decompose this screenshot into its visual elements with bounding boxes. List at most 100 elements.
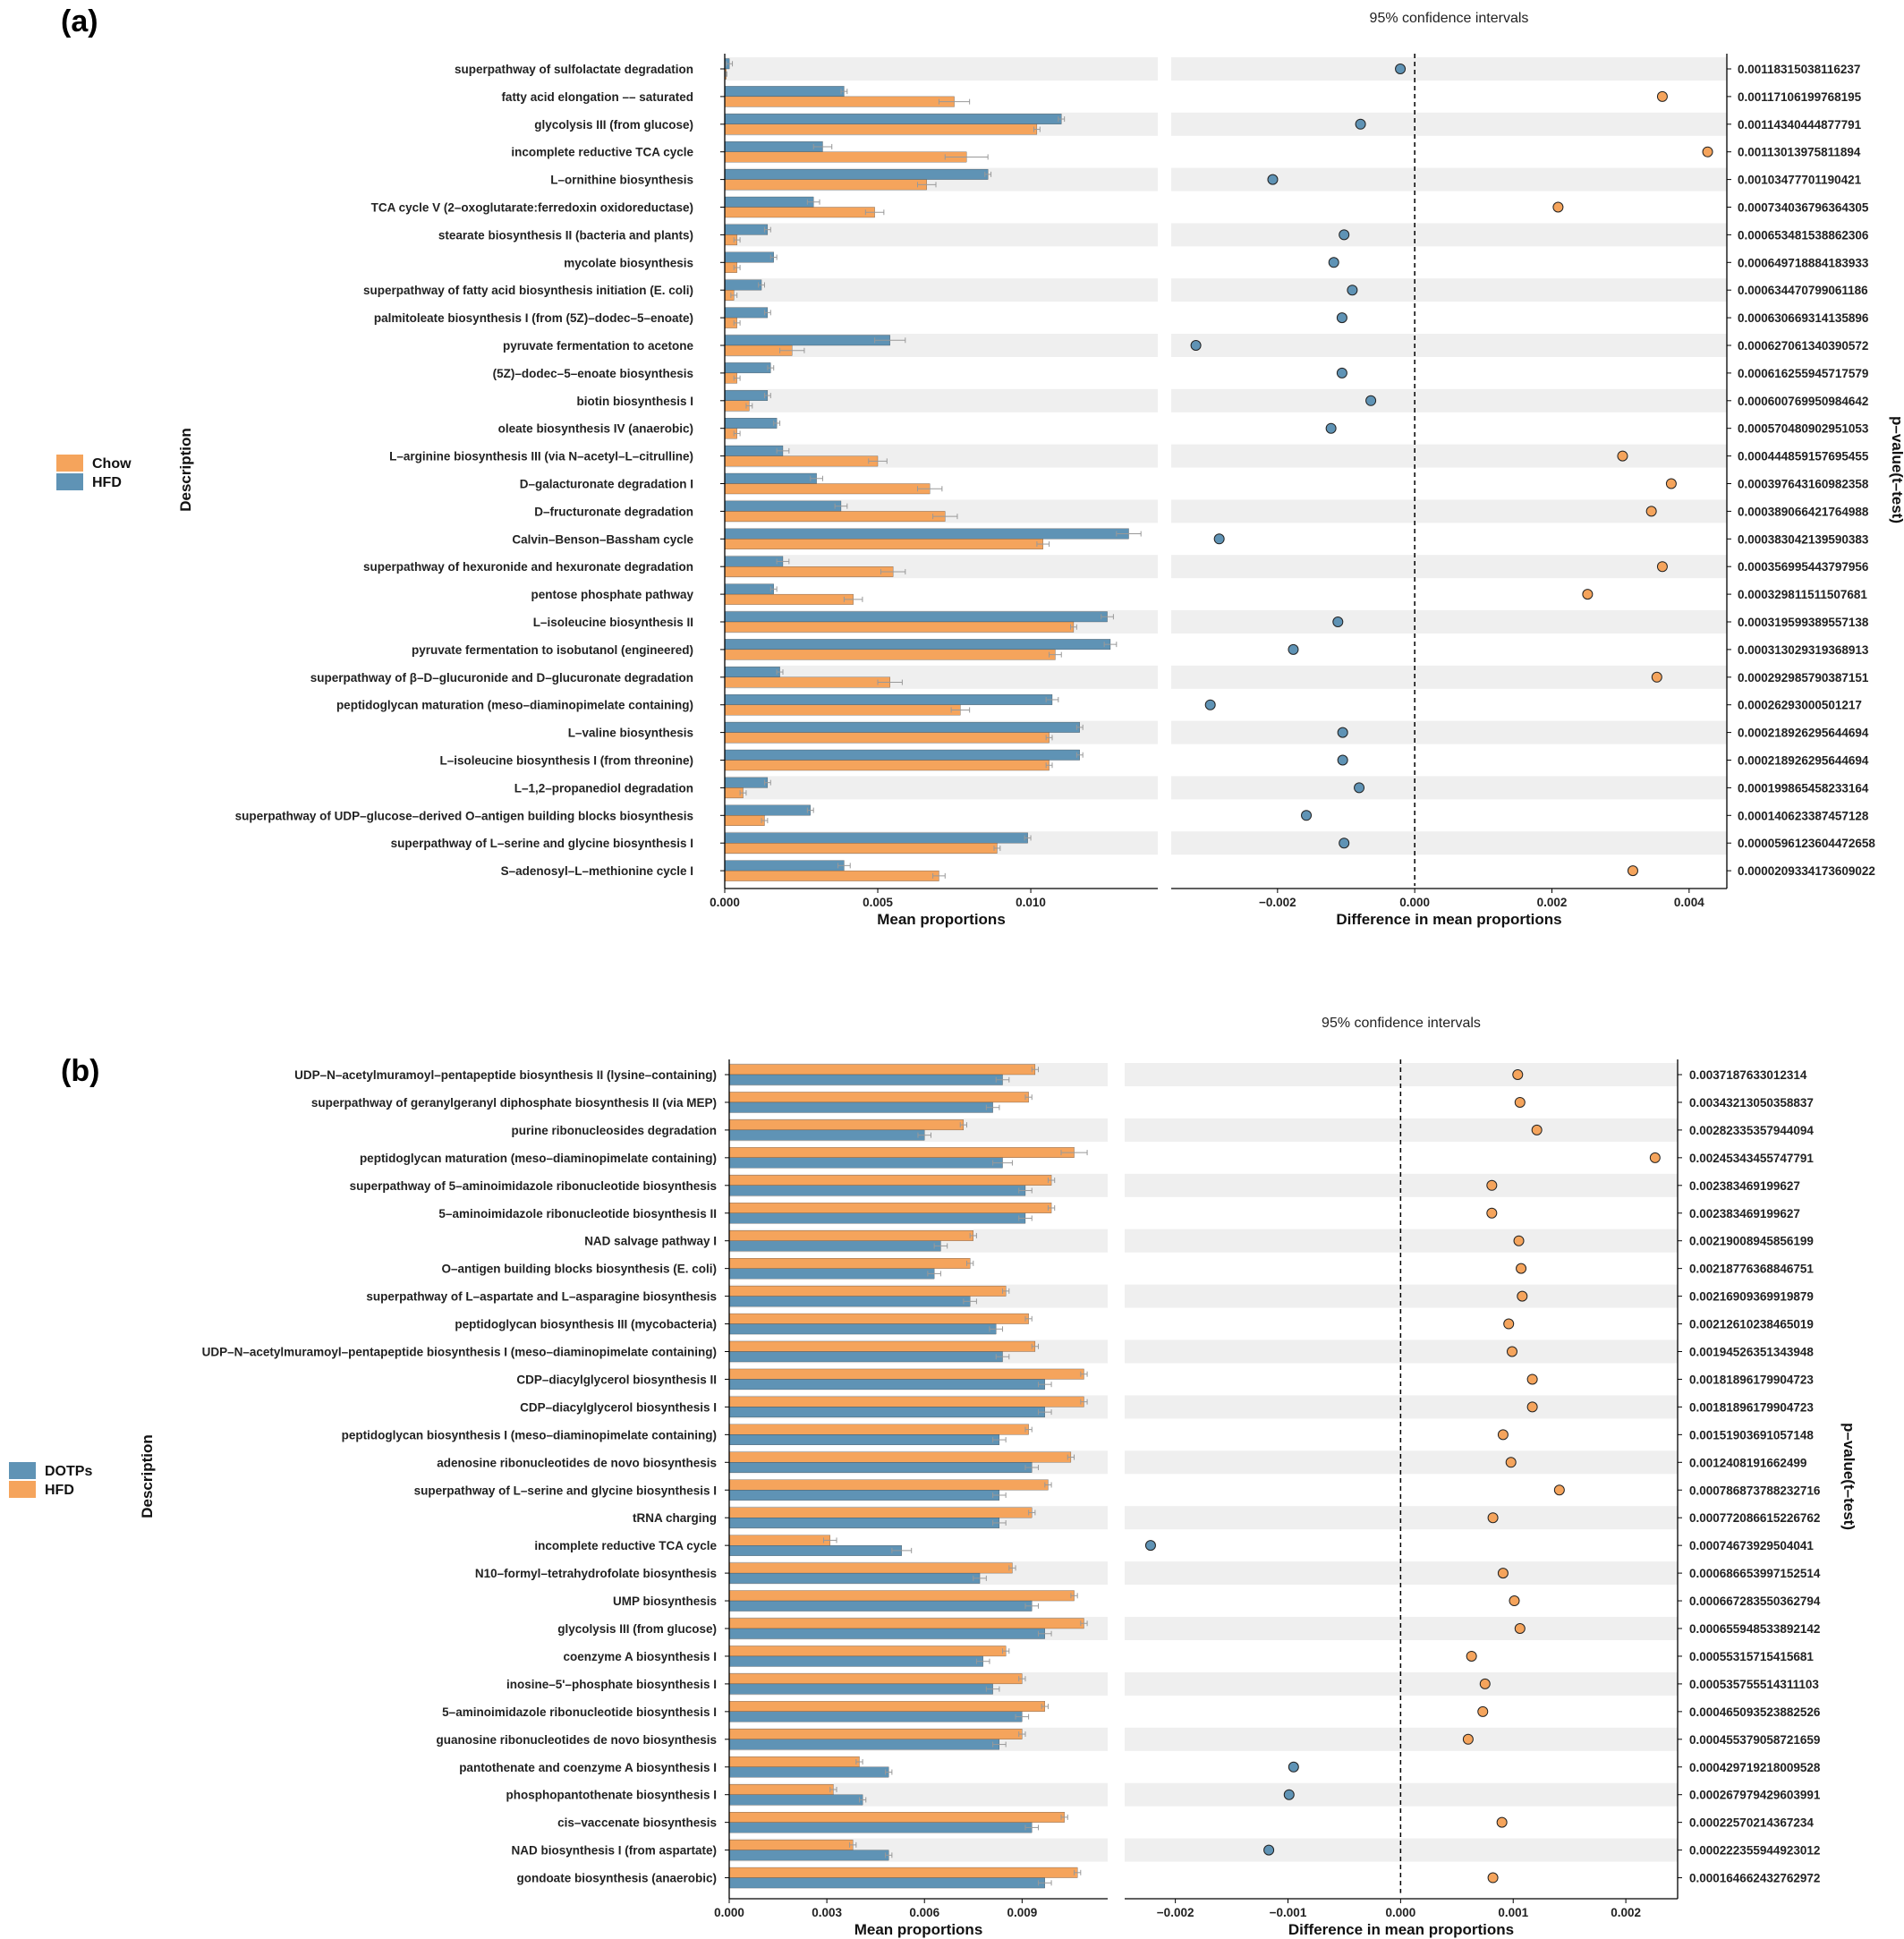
bar-hfd [728, 1424, 1029, 1435]
x-axis-title-left: Mean proportions [877, 911, 1006, 928]
x-tick-label: 0.003 [812, 1906, 842, 1919]
right-row-band [1125, 1506, 1678, 1530]
pvalue-label: 0.000383042139590383 [1738, 532, 1869, 546]
pathway-label: 5–aminoimidazole ribonucleotide biosynth… [438, 1207, 717, 1220]
panel-b-chart: UDP–N–acetylmuramoyl–pentapeptide biosyn… [9, 1016, 1857, 1938]
pathway-label: L–isoleucine biosynthesis II [533, 616, 693, 629]
difference-point [1645, 506, 1657, 517]
bar-dotps [728, 1711, 1023, 1722]
panel-a-chart: superpathway of sulfolactate degradation… [56, 4, 1904, 928]
bar-hfd [724, 362, 771, 374]
bar-chow [724, 760, 1050, 771]
right-row-band [1171, 665, 1727, 689]
bar-hfd [728, 1451, 1072, 1463]
pvalue-label: 0.00113013975811894 [1738, 146, 1861, 159]
difference-point [1627, 865, 1638, 877]
right-row-band [1125, 1617, 1678, 1640]
bar-chow [724, 151, 967, 163]
pathway-label: NAD biosynthesis I (from aspartate) [511, 1844, 717, 1858]
pathway-label: incomplete reductive TCA cycle [511, 146, 693, 159]
difference-point [1283, 1789, 1295, 1800]
pathway-label: UMP biosynthesis [613, 1595, 717, 1608]
bar-hfd [724, 721, 1080, 733]
difference-point [1204, 699, 1216, 710]
pvalue-label: 0.0037187633012314 [1689, 1068, 1807, 1082]
bar-hfd [724, 86, 845, 98]
difference-point [1486, 1207, 1498, 1219]
bar-dotps [728, 1379, 1045, 1390]
bar-hfd [728, 1839, 854, 1850]
pathway-label: UDP–N–acetylmuramoyl–pentapeptide biosyn… [294, 1068, 717, 1082]
bar-dotps [728, 1129, 925, 1141]
pvalue-label: 0.000649718884183933 [1738, 256, 1869, 269]
difference-point [1505, 1457, 1517, 1468]
difference-point [1466, 1650, 1477, 1662]
bar-chow [724, 400, 750, 412]
right-row-band [1125, 1173, 1678, 1197]
pathway-label: O–antigen building blocks biosynthesis (… [441, 1263, 717, 1276]
pvalue-label: 0.00022570214367234 [1689, 1816, 1814, 1830]
bar-hfd [728, 1147, 1075, 1158]
pathway-label: L–1,2–propanediol degradation [514, 781, 693, 795]
legend-label: Chow [92, 456, 132, 472]
difference-point [1526, 1373, 1538, 1385]
pathway-label: L–isoleucine biosynthesis I (from threon… [439, 754, 693, 768]
pvalue-label: 0.0012408191662499 [1689, 1456, 1806, 1469]
pathway-label: palmitoleate biosynthesis I (from (5Z)–d… [374, 311, 693, 325]
difference-point [1337, 727, 1348, 738]
bar-hfd [724, 472, 817, 484]
difference-point [1301, 810, 1313, 821]
difference-point [1552, 201, 1564, 213]
pathway-label: NAD salvage pathway I [584, 1235, 717, 1248]
bar-hfd [724, 749, 1080, 761]
pathway-label: L–valine biosynthesis [568, 727, 693, 740]
bar-hfd [724, 114, 1062, 124]
difference-point [1553, 1484, 1565, 1496]
difference-point [1617, 450, 1628, 462]
difference-point [1702, 146, 1713, 157]
pathway-label: D–fructuronate degradation [534, 505, 693, 518]
bar-hfd [728, 1479, 1049, 1491]
difference-point [1665, 478, 1677, 489]
pvalue-label: 0.0000209334173609022 [1738, 864, 1875, 878]
difference-point [1509, 1595, 1520, 1607]
difference-point [1479, 1678, 1491, 1689]
bar-hfd [728, 1340, 1036, 1352]
bar-hfd [728, 1590, 1075, 1602]
bar-dotps [728, 1351, 1003, 1363]
difference-point [1365, 395, 1377, 406]
x-tick-label: 0.000 [714, 1906, 744, 1919]
pathway-label: pyruvate fermentation to acetone [503, 339, 694, 353]
pvalue-label: 0.000329811511507681 [1738, 588, 1867, 601]
pvalue-label: 0.000222355944923012 [1689, 1844, 1820, 1858]
bar-dotps [728, 1434, 1000, 1445]
bar-chow [724, 732, 1050, 744]
right-row-band [1171, 167, 1727, 191]
pvalue-label: 0.0000596123604472658 [1738, 837, 1875, 850]
legend-label: DOTPs [45, 1464, 92, 1479]
bar-hfd [724, 804, 811, 816]
bar-hfd [724, 307, 769, 319]
right-row-band [1125, 1118, 1678, 1142]
pvalue-label: 0.00117106199768195 [1738, 90, 1862, 104]
pathway-label: pyruvate fermentation to isobutanol (eng… [412, 643, 693, 657]
pvalue-label: 0.000319599389557138 [1738, 616, 1869, 629]
bar-dotps [728, 1545, 902, 1556]
x-tick-label: 0.005 [863, 896, 893, 909]
pathway-label: glycolysis III (from glucose) [557, 1622, 717, 1636]
bar-hfd [724, 832, 1028, 844]
pvalue-label: 0.000655948533892142 [1689, 1622, 1820, 1636]
x-axis-title-right: Difference in mean proportions [1288, 1921, 1514, 1938]
bar-hfd [724, 168, 989, 180]
bar-dotps [728, 1794, 863, 1806]
bar-hfd [724, 500, 842, 512]
left-row-band [725, 57, 1158, 81]
bar-chow [724, 870, 939, 881]
difference-point [1325, 422, 1337, 434]
difference-point [1337, 754, 1348, 766]
panel-label: (a) [61, 4, 98, 38]
pvalue-label: 0.000653481538862306 [1738, 228, 1869, 242]
x-tick-label: 0.010 [1016, 896, 1046, 909]
difference-point [1190, 340, 1202, 351]
bar-dotps [728, 1185, 1026, 1196]
